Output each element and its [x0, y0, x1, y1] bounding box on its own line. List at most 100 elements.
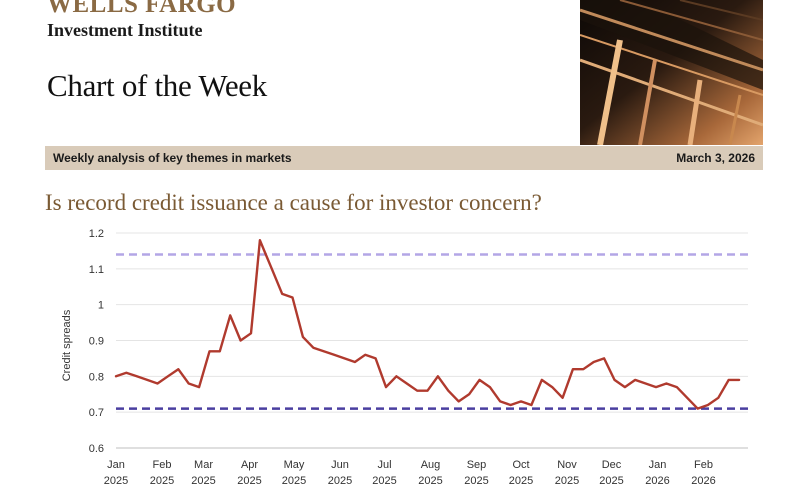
- data-point: [333, 353, 335, 356]
- data-point: [218, 350, 221, 353]
- x-tick-year: 2025: [328, 475, 352, 487]
- x-tick-month: Feb: [153, 459, 172, 471]
- data-point: [696, 407, 699, 410]
- x-tick-year: 2025: [237, 475, 261, 487]
- data-point: [572, 368, 574, 371]
- x-tick-month: Jan: [107, 459, 125, 471]
- data-point: [592, 361, 595, 363]
- x-tick-year: 2025: [150, 475, 174, 487]
- data-point: [437, 375, 439, 378]
- x-tick-year: 2025: [599, 475, 623, 487]
- subtitle-band: Weekly analysis of key themes in markets…: [45, 146, 763, 170]
- data-point: [354, 361, 356, 363]
- x-tick-month: Jan: [649, 459, 667, 471]
- band-date: March 3, 2026: [676, 151, 755, 165]
- data-point: [270, 267, 273, 270]
- data-point: [198, 386, 201, 388]
- data-point: [478, 379, 481, 381]
- data-point: [177, 368, 180, 371]
- data-point: [312, 346, 315, 349]
- data-point: [125, 371, 128, 374]
- x-tick-year: 2025: [372, 475, 396, 487]
- data-point: [613, 379, 616, 381]
- series-title: Chart of the Week: [47, 68, 267, 103]
- x-tick-month: Mar: [194, 459, 213, 471]
- data-point: [509, 404, 512, 406]
- data-point: [665, 382, 668, 385]
- x-tick-month: Jul: [377, 459, 391, 471]
- data-point: [291, 296, 294, 299]
- data-point: [520, 400, 522, 403]
- data-point: [395, 375, 398, 378]
- data-point: [322, 350, 325, 353]
- data-point: [343, 357, 346, 360]
- y-tick-label: 0.6: [89, 443, 104, 455]
- data-point: [489, 386, 491, 388]
- x-tick-month: May: [284, 459, 305, 471]
- x-tick-month: Oct: [512, 459, 529, 471]
- data-point: [634, 379, 637, 381]
- data-point: [707, 404, 709, 406]
- data-point: [738, 379, 740, 381]
- x-tick-year: 2025: [191, 475, 215, 487]
- data-point: [385, 386, 387, 388]
- data-point: [447, 389, 450, 392]
- data-point: [561, 396, 564, 399]
- x-tick-year: 2026: [691, 475, 715, 487]
- data-point: [530, 404, 533, 406]
- x-tick-year: 2025: [282, 475, 306, 487]
- data-point: [457, 400, 460, 403]
- y-axis-label: Credit spreads: [61, 309, 73, 381]
- data-point: [156, 382, 159, 385]
- data-point: [582, 368, 585, 371]
- data-point: [644, 382, 647, 385]
- y-tick-label: 1: [98, 300, 104, 312]
- x-tick-year: 2025: [555, 475, 579, 487]
- data-point: [551, 386, 554, 388]
- data-point: [115, 375, 117, 378]
- x-tick-month: Aug: [421, 459, 441, 471]
- data-point: [146, 379, 149, 381]
- brand-logo-text: WELLS FARGO: [47, 0, 237, 18]
- x-tick-year: 2025: [509, 475, 533, 487]
- data-point: [499, 400, 502, 403]
- data-point: [717, 396, 720, 399]
- x-tick-month: Feb: [694, 459, 713, 471]
- data-point: [655, 386, 657, 388]
- data-point: [259, 239, 261, 242]
- y-tick-label: 0.8: [89, 371, 104, 383]
- institute-name: Investment Institute: [47, 20, 203, 40]
- building-glass-facade-photo: [580, 0, 763, 145]
- data-point: [624, 386, 626, 388]
- data-point: [374, 357, 377, 360]
- data-point: [239, 339, 242, 342]
- y-tick-label: 1.2: [89, 228, 104, 240]
- x-tick-year: 2025: [418, 475, 442, 487]
- data-point: [405, 382, 408, 385]
- x-tick-year: 2026: [645, 475, 669, 487]
- data-point: [603, 357, 605, 360]
- data-point: [229, 314, 232, 317]
- y-tick-label: 0.7: [89, 407, 104, 419]
- data-point: [540, 379, 543, 381]
- x-tick-year: 2025: [104, 475, 128, 487]
- data-point: [187, 382, 190, 385]
- band-description: Weekly analysis of key themes in markets: [53, 151, 292, 165]
- data-point: [135, 375, 138, 378]
- data-point: [364, 353, 367, 356]
- data-point: [167, 375, 169, 378]
- data-point: [416, 389, 419, 392]
- x-tick-year: 2025: [464, 475, 488, 487]
- data-point: [264, 253, 267, 256]
- data-point: [468, 393, 470, 396]
- data-point: [302, 336, 304, 338]
- data-point: [250, 332, 252, 335]
- x-tick-month: Apr: [241, 459, 258, 471]
- x-tick-month: Dec: [602, 459, 622, 471]
- x-tick-month: Sep: [467, 459, 487, 471]
- data-point: [686, 396, 689, 399]
- data-point: [727, 379, 730, 381]
- data-point: [281, 293, 284, 295]
- y-tick-label: 1.1: [89, 264, 104, 276]
